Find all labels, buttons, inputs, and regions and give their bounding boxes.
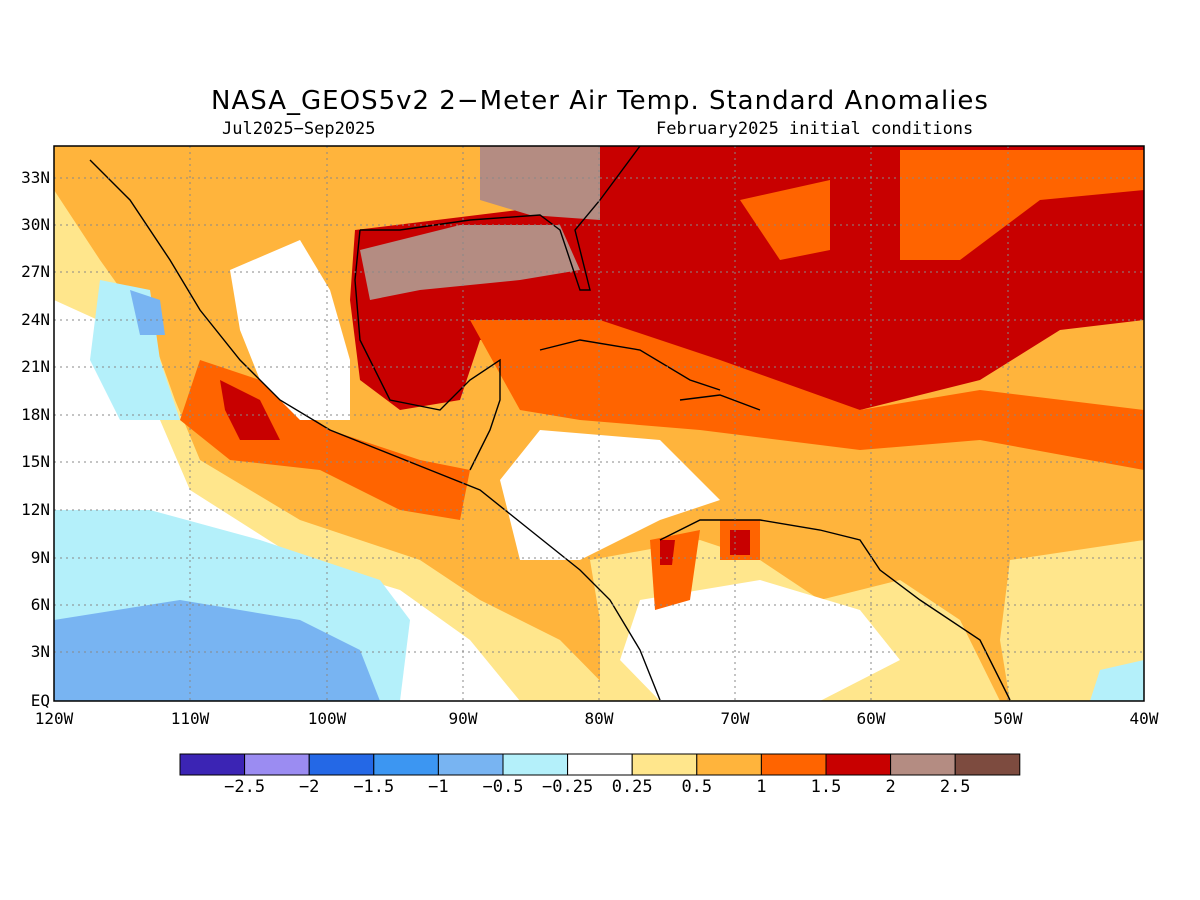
colorbar-label: −0.25	[542, 777, 594, 797]
colorbar-label: 1	[756, 777, 767, 797]
lon-label: 90W	[448, 709, 478, 728]
lat-label: 27N	[21, 262, 50, 281]
colorbar-swatch	[437, 753, 504, 776]
colorbar-swatch	[308, 753, 375, 776]
colorbar-swatch	[696, 753, 762, 776]
plot-frame	[53, 145, 1145, 702]
colorbar-label: 1.5	[810, 777, 842, 797]
field-east-atlantic-light	[1000, 540, 1144, 701]
lat-label: EQ	[30, 691, 50, 710]
hispaniola	[679, 394, 761, 411]
south-america-coast	[659, 519, 1011, 701]
field-atlantic-patch-1	[740, 180, 830, 260]
field-venezuela-hot	[730, 530, 750, 555]
lon-label: 60W	[856, 709, 886, 728]
colorbar-swatch	[825, 753, 892, 776]
field-east-atlantic-cool	[1090, 660, 1144, 701]
gridlines	[54, 146, 1144, 701]
colorbar-swatch	[954, 753, 1021, 776]
colorbar-label: 0.25	[611, 777, 653, 797]
lon-label: 110W	[170, 709, 210, 728]
colorbar-label: −2	[298, 777, 320, 797]
lon-label: 50W	[993, 709, 1023, 728]
field-colombia-hot	[660, 540, 675, 565]
field-amazon-neutral	[620, 580, 900, 701]
colorbar-swatch	[179, 753, 246, 776]
coastlines	[89, 145, 1011, 701]
colorbar-swatch	[502, 753, 569, 776]
lat-label: 6N	[30, 595, 50, 614]
field-central-caribbean	[500, 430, 720, 560]
lat-label: 12N	[21, 500, 50, 519]
lat-label: 24N	[21, 310, 50, 329]
colorbar-swatch	[631, 753, 698, 776]
lon-label: 80W	[584, 709, 614, 728]
lat-label: 30N	[21, 215, 50, 234]
colorbar-label: −1.5	[353, 777, 395, 797]
initial-conditions: February2025 initial conditions	[656, 119, 974, 139]
lat-label: 21N	[21, 357, 50, 376]
colorbar-label: −1	[428, 777, 449, 797]
colorbar-label: −2.5	[224, 777, 266, 797]
colorbar-label: 2.5	[939, 777, 971, 797]
field-mexico-hot	[220, 380, 280, 440]
field-baja-cooler	[130, 290, 165, 335]
field-mexico-interior	[230, 240, 350, 420]
lat-label: 18N	[21, 405, 50, 424]
map-title: NASA_GEOS5v2 2−Meter Air Temp. Standard …	[211, 86, 989, 116]
lon-label: 100W	[307, 709, 347, 728]
colorbar-swatch	[760, 753, 827, 776]
pacific-coast	[89, 159, 661, 701]
yucatan-coast	[354, 229, 501, 471]
colorbar-swatch	[567, 753, 633, 776]
lat-label: 15N	[21, 452, 50, 471]
lon-label: 40W	[1129, 709, 1159, 728]
field-gulf-extreme	[360, 225, 580, 300]
gulf-coast	[360, 145, 641, 291]
colorbar-swatch	[244, 753, 310, 776]
lon-label: 120W	[34, 709, 74, 728]
lat-label: 3N	[30, 642, 50, 661]
lat-label: 33N	[21, 168, 50, 187]
forecast-period: Jul2025−Sep2025	[222, 119, 376, 139]
colorbar-label: 2	[885, 777, 896, 797]
cuba	[539, 339, 721, 391]
colorbar-label: −0.5	[482, 777, 524, 797]
colorbar-label: 0.5	[681, 777, 713, 797]
lat-label: 9N	[30, 548, 50, 567]
field-caribbean-warm	[470, 320, 1144, 470]
field-pacific-cooler	[54, 600, 380, 701]
lon-label: 70W	[720, 709, 750, 728]
colorbar-swatch	[373, 753, 439, 776]
field-baja-cool	[90, 280, 180, 420]
colorbar	[179, 753, 1021, 776]
colorbar-swatch	[890, 753, 956, 776]
